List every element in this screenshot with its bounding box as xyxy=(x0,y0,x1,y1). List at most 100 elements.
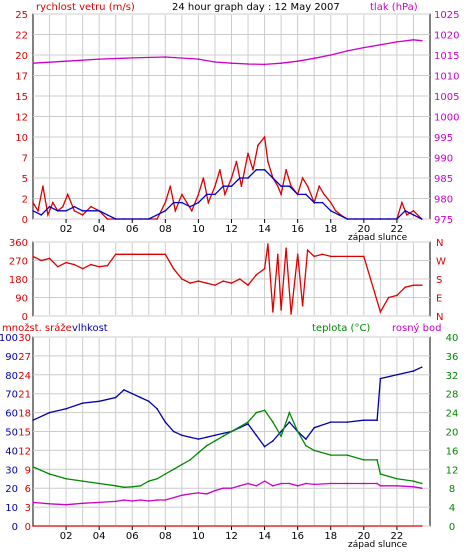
humidity-temp-point xyxy=(230,430,233,433)
rain-tick-label: 12 xyxy=(18,446,31,457)
humidity-temp-point xyxy=(189,493,191,495)
humidity-temp-point xyxy=(346,482,349,485)
wind-pressure-point xyxy=(247,177,249,179)
wind-pressure-point xyxy=(230,177,233,179)
wind-pressure-point xyxy=(238,177,241,179)
wind-direction-point xyxy=(420,284,423,286)
humidity-temp-point xyxy=(65,408,67,410)
wind-tick-label: 5 xyxy=(22,174,28,185)
wind-pressure-point xyxy=(329,54,332,56)
humidity-temp-point xyxy=(181,434,183,437)
humidity-temp-point xyxy=(139,485,142,487)
wind-pressure-point xyxy=(131,57,134,59)
x-tick-label: 22 xyxy=(391,224,404,235)
humidity-axis-title: vlhkost xyxy=(72,323,108,334)
wind-pressure-point xyxy=(32,62,34,64)
wind-pressure-point xyxy=(420,218,423,220)
humidity-tick-label: 30 xyxy=(5,465,18,476)
humidity-tick-label: 40 xyxy=(5,446,18,457)
humidity-temp-point xyxy=(255,434,258,437)
humidity-temp-point xyxy=(189,459,191,461)
direction-compass-label: E xyxy=(436,294,442,305)
wind-direction-point xyxy=(321,253,324,256)
humidity-tick-label: 80 xyxy=(5,371,18,382)
direction-tick-label: 180 xyxy=(9,275,28,286)
rain-tick-label: 0 xyxy=(25,522,31,533)
wind-direction-point xyxy=(277,253,279,256)
wind-pressure-point xyxy=(42,185,44,187)
humidity-temp-point xyxy=(98,501,100,504)
wind-pressure-point xyxy=(363,46,365,49)
wind-pressure-point xyxy=(406,214,408,216)
pressure-tick-label: 1000 xyxy=(434,113,459,124)
wind-direction-point xyxy=(106,264,109,267)
wind-pressure-point xyxy=(32,210,34,212)
humidity-temp-point xyxy=(396,477,398,480)
humidity-temp-point xyxy=(123,499,125,501)
wind-pressure-point xyxy=(172,201,175,204)
temperature-tick-label: 36 xyxy=(446,352,459,363)
wind-direction-point xyxy=(164,253,167,256)
temperature-tick-label: 40 xyxy=(446,333,459,344)
x-tick-label: 14 xyxy=(258,531,271,542)
wind-pressure-point xyxy=(197,201,200,204)
wind-direction-point xyxy=(404,286,406,289)
rain-tick-label: 30 xyxy=(18,333,31,344)
wind-tick-label: 17 xyxy=(15,72,28,83)
x-tick-label: 16 xyxy=(291,224,304,235)
humidity-temp-point xyxy=(197,492,200,494)
humidity-temp-point xyxy=(81,402,84,404)
wind-pressure-point xyxy=(219,169,221,171)
humidity-temp-point xyxy=(412,370,415,372)
pressure-tick-label: 1025 xyxy=(434,10,459,21)
humidity-temp-point xyxy=(81,480,84,482)
x-tick-label: 22 xyxy=(391,531,404,542)
wind-direction-point xyxy=(81,267,84,270)
humidity-temp-point xyxy=(329,421,332,423)
humidity-tick-label: 50 xyxy=(5,428,18,439)
wind-pressure-point xyxy=(214,185,216,187)
humidity-temp-point xyxy=(32,419,34,421)
temperature-tick-label: 24 xyxy=(446,409,459,420)
wind-direction-point xyxy=(313,255,316,258)
wind-pressure-point xyxy=(240,185,243,187)
wind-pressure-point xyxy=(396,41,398,43)
wind-pressure-point xyxy=(296,60,299,62)
wind-direction-point xyxy=(214,284,216,286)
humidity-temp-point xyxy=(214,440,216,442)
x-tick-label: 20 xyxy=(357,531,370,542)
humidity-temp-point xyxy=(222,487,225,490)
wind-pressure-point xyxy=(48,205,51,208)
x-tick-label: 12 xyxy=(225,224,238,235)
wind-pressure-point xyxy=(52,201,54,204)
wind-pressure-point xyxy=(66,193,69,196)
wind-pressure-point xyxy=(412,210,415,212)
wind-pressure-point xyxy=(363,218,365,220)
humidity-temp-point xyxy=(346,421,349,423)
temperature-tick-label: 4 xyxy=(449,503,455,514)
humidity-temp-point xyxy=(131,392,134,395)
humidity-temp-point xyxy=(363,419,365,421)
humidity-temp-point xyxy=(280,482,282,485)
wind-direction-point xyxy=(205,282,208,284)
humidity-temp-point xyxy=(156,408,158,410)
humidity-temp-point xyxy=(263,445,266,448)
wind-pressure-point xyxy=(164,56,167,58)
wind-pressure-point xyxy=(318,185,320,187)
pressure-tick-label: 990 xyxy=(434,154,453,165)
wind-pressure-point xyxy=(230,62,233,64)
wind-tick-label: 25 xyxy=(15,10,28,21)
humidity-temp-point xyxy=(288,411,291,414)
humidity-temp-point xyxy=(139,499,142,501)
wind-pressure-point xyxy=(224,193,226,196)
humidity-temp-point xyxy=(288,421,291,423)
wind-pressure-point xyxy=(313,201,316,204)
wind-pressure-point xyxy=(156,218,158,220)
humidity-temp-point xyxy=(379,485,382,487)
humidity-temp-point xyxy=(305,482,307,485)
x-tick-label: 08 xyxy=(159,224,172,235)
direction-compass-label: N xyxy=(436,238,443,249)
pressure-tick-label: 1020 xyxy=(434,31,459,42)
wind-pressure-point xyxy=(90,210,92,212)
wind-direction-point xyxy=(255,274,258,276)
